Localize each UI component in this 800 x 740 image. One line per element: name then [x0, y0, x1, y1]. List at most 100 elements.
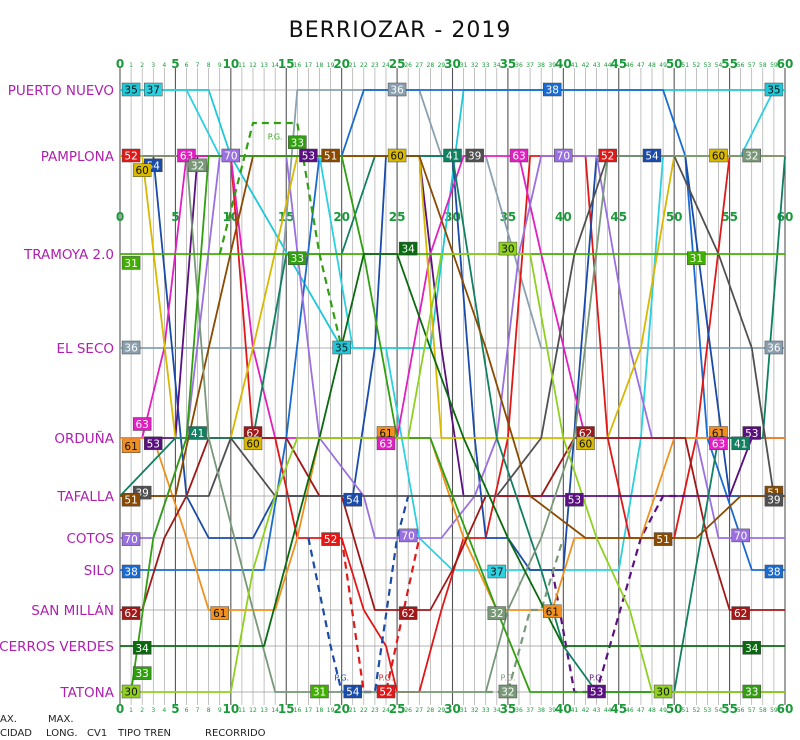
- x-tick-label: 10: [222, 57, 239, 71]
- x-tick-label: 33: [482, 62, 490, 69]
- x-tick-label: 0: [116, 210, 124, 224]
- train-label-box: [731, 528, 750, 543]
- train-label: 41: [734, 438, 747, 450]
- train-label-box: [243, 436, 263, 451]
- train-label-box: [121, 340, 141, 355]
- train-label-box: [576, 436, 595, 451]
- x-tick-label: 20: [333, 702, 350, 716]
- x-tick-label: 56: [737, 62, 745, 69]
- train-label-box: [653, 684, 673, 699]
- train-series-line: [120, 155, 785, 539]
- train-label: 52: [124, 151, 137, 163]
- train-label: 33: [291, 253, 304, 265]
- train-label-box: [343, 492, 362, 507]
- train-label-box: [288, 251, 307, 265]
- x-tick-label: 24: [382, 707, 390, 714]
- train-label: 35: [124, 85, 137, 97]
- x-tick-label: 36: [515, 62, 523, 69]
- x-tick-label: 19: [327, 707, 335, 714]
- x-tick-label: 55: [721, 57, 738, 71]
- x-tick-label: 29: [438, 62, 446, 69]
- train-label-box: [121, 148, 141, 163]
- train-label-box: [210, 606, 229, 620]
- train-label-box: [144, 436, 163, 451]
- x-tick-label: 41: [571, 62, 579, 69]
- x-tick-label: 40: [555, 702, 572, 716]
- x-tick-label: 45: [610, 57, 627, 71]
- x-tick-label: 34: [493, 707, 501, 714]
- x-tick-label: 57: [748, 707, 756, 714]
- train-label-box: [653, 532, 673, 546]
- train-label: 62: [124, 608, 137, 620]
- station-label: SILO: [84, 563, 114, 579]
- x-tick-label: 48: [648, 62, 656, 69]
- train-label: 62: [734, 608, 747, 620]
- station-label: EL SECO: [57, 341, 115, 357]
- x-tick-label: 14: [271, 62, 279, 69]
- train-label: 34: [745, 643, 759, 655]
- x-tick-label: 21: [349, 62, 357, 69]
- train-label-box: [487, 606, 507, 620]
- x-tick-label: 13: [260, 62, 268, 69]
- train-label-box: [398, 528, 418, 543]
- train-label: 34: [135, 643, 149, 655]
- train-label-box: [742, 426, 761, 440]
- x-tick-label: 28: [427, 62, 435, 69]
- station-label: ORDUÑA: [54, 430, 114, 447]
- x-tick-label: 10: [222, 702, 239, 716]
- x-tick-label: 6: [185, 62, 189, 69]
- train-label-box: [121, 606, 141, 620]
- x-tick-label: 12: [249, 707, 257, 714]
- train-label-box: [332, 340, 351, 355]
- x-tick-label: 45: [610, 210, 627, 224]
- train-label: 53: [302, 151, 315, 163]
- pg-label: P.G.: [589, 674, 604, 683]
- train-label: 41: [191, 428, 204, 440]
- x-tick-label: 37: [526, 707, 534, 714]
- train-label-box: [764, 340, 784, 355]
- train-label-box: [465, 148, 484, 163]
- x-tick-label: 46: [626, 62, 634, 69]
- train-label-box: [742, 684, 761, 699]
- x-tick-label: 1: [129, 62, 133, 69]
- train-label: 53: [590, 687, 603, 699]
- train-label: 60: [390, 151, 403, 163]
- x-tick-label: 43: [593, 707, 601, 714]
- train-label: 52: [324, 534, 337, 546]
- train-label: 36: [767, 343, 781, 355]
- x-tick-label: 35: [500, 57, 517, 71]
- x-tick-label: 0: [116, 702, 124, 716]
- train-label-box: [310, 684, 329, 699]
- x-tick-label: 11: [238, 62, 246, 69]
- train-label-box: [321, 148, 340, 163]
- train-label: 53: [568, 495, 581, 507]
- x-tick-label: 27: [415, 707, 423, 714]
- station-labels: PUERTO NUEVO PAMPLONA TRAMOYA 2.0 EL SECO OR…: [0, 83, 115, 701]
- train-label-box: [121, 439, 141, 453]
- x-tick-label: 9: [218, 707, 222, 714]
- train-label: 39: [767, 495, 780, 507]
- x-tick-label: 25: [389, 702, 406, 716]
- train-label: 70: [224, 151, 237, 163]
- x-tick-label: 55: [721, 210, 738, 224]
- pg-label: P.G.: [379, 674, 394, 683]
- train-label: 31: [124, 258, 137, 270]
- station-label: TATONA: [59, 685, 114, 701]
- x-tick-label: 40: [555, 57, 572, 71]
- x-tick-label: 22: [360, 62, 368, 69]
- train-label-box: [554, 148, 573, 163]
- train-label: 53: [147, 438, 160, 450]
- x-tick-label: 42: [582, 707, 590, 714]
- x-tick-label: 20: [333, 210, 350, 224]
- x-tick-label: 35: [500, 702, 517, 716]
- train-label: 70: [401, 530, 414, 542]
- train-label-box: [288, 135, 307, 150]
- train-label: 70: [124, 534, 137, 546]
- train-label: 62: [401, 608, 414, 620]
- train-label: 35: [767, 85, 780, 97]
- x-tick-label: 29: [438, 707, 446, 714]
- train-label: 38: [124, 567, 137, 579]
- train-label-box: [188, 158, 207, 173]
- footer-header-cell: CIDAD: [0, 728, 32, 739]
